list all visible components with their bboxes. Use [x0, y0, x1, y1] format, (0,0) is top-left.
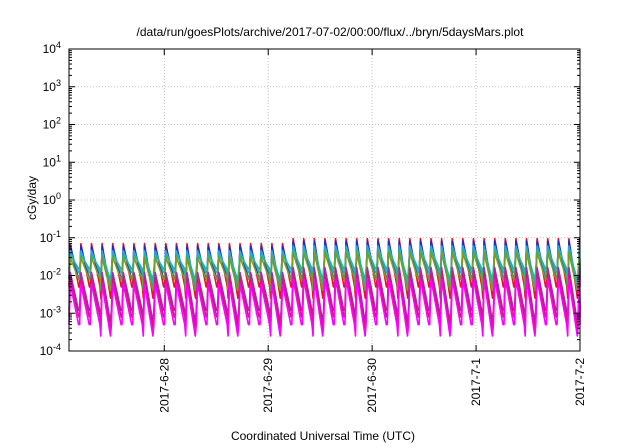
x-tick-label: 2017-6-29 [261, 358, 275, 413]
x-axis-label: Coordinated Universal Time (UTC) [231, 429, 415, 443]
series-line-5 [68, 251, 581, 292]
series-layer [68, 237, 581, 337]
series-line-8 [68, 278, 581, 337]
x-tick-label: 2017-7-2 [573, 358, 587, 406]
axis-layer: 10-4 10-3 10-2 10-1 100 101 102 103 104 2017-6-28… [40, 40, 587, 413]
y-tick-label: 104 [43, 40, 61, 56]
x-tick-label: 2017-7-1 [469, 358, 483, 406]
y-tick-label: 10-2 [40, 267, 61, 283]
y-tick-label: 103 [43, 78, 61, 94]
y-tick-label: 10-4 [40, 342, 61, 358]
y-tick-label: 10-1 [40, 229, 61, 245]
chart-title: /data/run/goesPlots/archive/2017-07-02/0… [137, 25, 525, 39]
plot-frame [68, 48, 581, 352]
y-tick-label: 10-3 [40, 304, 61, 320]
y-tick-label: 102 [43, 116, 61, 132]
y-tick-label: 100 [43, 191, 61, 207]
y-tick-label: 101 [43, 153, 61, 169]
x-tick-label: 2017-6-28 [157, 358, 171, 413]
y-axis-label: cGy/day [25, 176, 39, 220]
x-tick-label: 2017-6-30 [365, 358, 379, 413]
